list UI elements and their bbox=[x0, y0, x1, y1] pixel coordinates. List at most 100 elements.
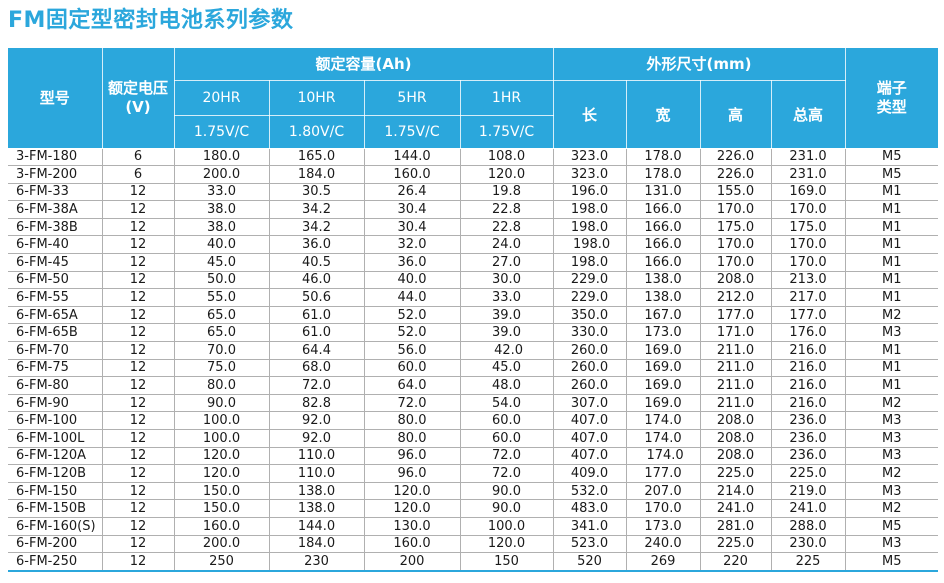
cell-terminal: M1 bbox=[845, 359, 939, 378]
cell-capacity-1hr: 108.0 bbox=[460, 148, 554, 167]
cell-capacity-1hr: 48.0 bbox=[460, 376, 554, 395]
cell-voltage: 6 bbox=[102, 165, 175, 184]
header-total-height: 总高 bbox=[771, 80, 846, 149]
cell-capacity-20hr: 180.0 bbox=[174, 148, 270, 167]
cell-terminal: M3 bbox=[845, 447, 939, 466]
table-row: 6-FM-70 12 70.0 64.4 56.0 42.0 260.0 169… bbox=[8, 341, 939, 360]
cell-length: 520 bbox=[553, 552, 627, 571]
header-width: 宽 bbox=[626, 80, 701, 149]
cell-capacity-5hr: 120.0 bbox=[364, 482, 461, 501]
cell-capacity-1hr: 72.0 bbox=[460, 464, 554, 483]
table-row: 6-FM-40 12 40.0 36.0 32.0 24.0 198.0 166… bbox=[8, 235, 939, 255]
cell-capacity-5hr: 96.0 bbox=[364, 464, 461, 483]
cell-capacity-10hr: 72.0 bbox=[269, 376, 365, 395]
cell-capacity-20hr: 250 bbox=[174, 552, 270, 571]
cell-width: 178.0 bbox=[626, 165, 701, 184]
cell-capacity-5hr: 72.0 bbox=[364, 394, 461, 413]
cell-capacity-1hr: 22.8 bbox=[460, 200, 554, 219]
cell-capacity-5hr: 32.0 bbox=[364, 235, 461, 255]
header-5hr: 5HR bbox=[364, 80, 461, 116]
cell-capacity-20hr: 150.0 bbox=[174, 482, 270, 501]
cell-capacity-5hr: 80.0 bbox=[364, 411, 461, 430]
cell-capacity-1hr: 120.0 bbox=[460, 535, 554, 554]
cell-capacity-1hr: 24.0 bbox=[460, 235, 554, 255]
cell-capacity-20hr: 80.0 bbox=[174, 376, 270, 395]
cell-height: 170.0 bbox=[700, 253, 772, 272]
cell-length: 260.0 bbox=[553, 341, 627, 360]
cell-width: 169.0 bbox=[626, 341, 701, 360]
cell-model: 6-FM-75 bbox=[8, 359, 103, 378]
cell-capacity-10hr: 110.0 bbox=[269, 464, 365, 483]
cell-capacity-1hr: 33.0 bbox=[460, 288, 554, 307]
cell-model: 6-FM-150 bbox=[8, 482, 103, 501]
cell-model: 6-FM-38A bbox=[8, 200, 103, 219]
cell-voltage: 12 bbox=[102, 200, 175, 219]
cell-capacity-5hr: 160.0 bbox=[364, 535, 461, 554]
cell-model: 3-FM-200 bbox=[8, 165, 103, 184]
cell-capacity-20hr: 150.0 bbox=[174, 499, 270, 518]
cell-total-height: 216.0 bbox=[771, 394, 846, 413]
cell-length: 196.0 bbox=[553, 183, 627, 202]
cell-length: 407.0 bbox=[553, 411, 627, 430]
cell-terminal: M3 bbox=[845, 411, 939, 430]
cell-capacity-10hr: 61.0 bbox=[269, 323, 365, 343]
cell-capacity-5hr: 52.0 bbox=[364, 323, 461, 343]
cell-total-height: 288.0 bbox=[771, 517, 846, 536]
cell-capacity-5hr: 60.0 bbox=[364, 359, 461, 378]
cell-height: 170.0 bbox=[700, 235, 772, 255]
cell-voltage: 12 bbox=[102, 552, 175, 571]
cell-length: 407.0 bbox=[553, 429, 627, 448]
cell-width: 169.0 bbox=[626, 359, 701, 378]
cell-total-height: 216.0 bbox=[771, 376, 846, 395]
cell-height: 208.0 bbox=[700, 271, 772, 290]
cell-capacity-5hr: 26.4 bbox=[364, 183, 461, 202]
header-20hr-cutoff: 1.75V/C bbox=[174, 115, 270, 149]
cell-total-height: 213.0 bbox=[771, 271, 846, 290]
cell-capacity-20hr: 75.0 bbox=[174, 359, 270, 378]
cell-width: 174.0 bbox=[626, 447, 701, 466]
cell-width: 173.0 bbox=[626, 323, 701, 343]
table-row: 6-FM-65A 12 65.0 61.0 52.0 39.0 350.0 16… bbox=[8, 306, 939, 325]
cell-model: 6-FM-65A bbox=[8, 306, 103, 325]
cell-length: 260.0 bbox=[553, 359, 627, 378]
cell-length: 323.0 bbox=[553, 148, 627, 167]
cell-total-height: 175.0 bbox=[771, 218, 846, 237]
cell-width: 169.0 bbox=[626, 394, 701, 413]
cell-model: 6-FM-38B bbox=[8, 218, 103, 237]
cell-total-height: 217.0 bbox=[771, 288, 846, 307]
cell-length: 407.0 bbox=[553, 447, 627, 466]
cell-height: 170.0 bbox=[700, 200, 772, 219]
cell-height: 220 bbox=[700, 552, 772, 571]
table-row: 6-FM-80 12 80.0 72.0 64.0 48.0 260.0 169… bbox=[8, 376, 939, 395]
cell-capacity-20hr: 65.0 bbox=[174, 306, 270, 325]
cell-height: 177.0 bbox=[700, 306, 772, 325]
cell-height: 214.0 bbox=[700, 482, 772, 501]
cell-capacity-20hr: 40.0 bbox=[174, 235, 270, 255]
cell-height: 241.0 bbox=[700, 499, 772, 518]
cell-capacity-20hr: 120.0 bbox=[174, 464, 270, 483]
cell-capacity-10hr: 138.0 bbox=[269, 482, 365, 501]
header-1hr-cutoff: 1.75V/C bbox=[460, 115, 554, 149]
cell-capacity-20hr: 38.0 bbox=[174, 200, 270, 219]
cell-terminal: M2 bbox=[845, 464, 939, 483]
table-header: 型号 额定电压 (V) 额定容量(Ah) 外形尺寸(mm) 端子 类型 20HR… bbox=[8, 48, 939, 149]
cell-capacity-20hr: 100.0 bbox=[174, 429, 270, 448]
cell-capacity-1hr: 120.0 bbox=[460, 165, 554, 184]
cell-height: 225.0 bbox=[700, 464, 772, 483]
table-row: 6-FM-150B 12 150.0 138.0 120.0 90.0 483.… bbox=[8, 499, 939, 518]
cell-total-height: 176.0 bbox=[771, 323, 846, 343]
cell-capacity-1hr: 150 bbox=[460, 552, 554, 571]
cell-capacity-10hr: 34.2 bbox=[269, 218, 365, 237]
cell-width: 170.0 bbox=[626, 499, 701, 518]
cell-width: 166.0 bbox=[626, 235, 701, 255]
cell-capacity-5hr: 96.0 bbox=[364, 447, 461, 466]
cell-model: 6-FM-70 bbox=[8, 341, 103, 360]
cell-capacity-20hr: 50.0 bbox=[174, 271, 270, 290]
cell-model: 6-FM-250 bbox=[8, 552, 103, 571]
battery-spec-table: 型号 额定电压 (V) 额定容量(Ah) 外形尺寸(mm) 端子 类型 20HR… bbox=[8, 48, 939, 572]
cell-capacity-10hr: 64.4 bbox=[269, 341, 365, 360]
cell-capacity-5hr: 200 bbox=[364, 552, 461, 571]
cell-capacity-20hr: 70.0 bbox=[174, 341, 270, 360]
cell-width: 138.0 bbox=[626, 288, 701, 307]
cell-height: 171.0 bbox=[700, 323, 772, 343]
